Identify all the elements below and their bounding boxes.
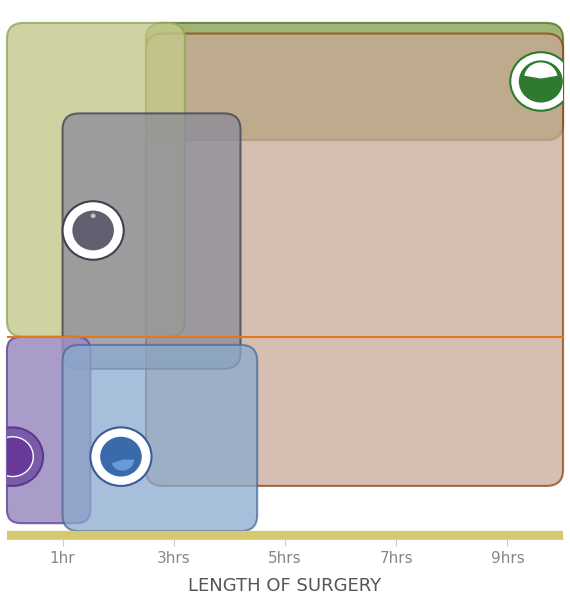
FancyBboxPatch shape — [146, 23, 563, 140]
Circle shape — [0, 427, 43, 486]
Bar — [7, 531, 563, 539]
FancyBboxPatch shape — [146, 34, 563, 486]
Circle shape — [91, 427, 152, 486]
Circle shape — [72, 211, 114, 250]
FancyBboxPatch shape — [7, 337, 91, 523]
Circle shape — [510, 52, 570, 111]
FancyBboxPatch shape — [63, 113, 241, 369]
Circle shape — [63, 201, 124, 259]
Circle shape — [100, 436, 142, 477]
FancyBboxPatch shape — [7, 23, 185, 337]
Wedge shape — [112, 459, 134, 471]
Circle shape — [91, 214, 96, 218]
FancyBboxPatch shape — [63, 345, 257, 531]
Circle shape — [0, 436, 33, 477]
Wedge shape — [524, 63, 557, 78]
Circle shape — [519, 60, 563, 102]
X-axis label: LENGTH OF SURGERY: LENGTH OF SURGERY — [189, 577, 381, 595]
